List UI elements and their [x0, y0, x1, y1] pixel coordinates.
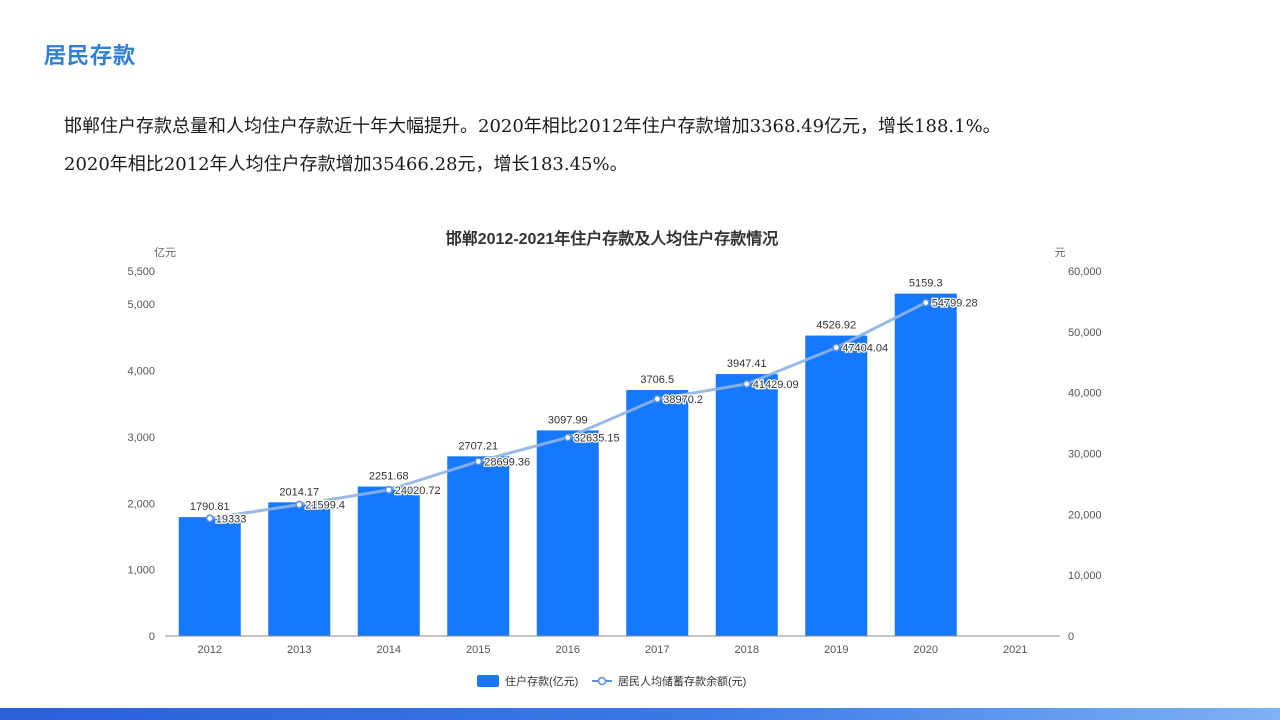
line-label-2013: 21599.4	[305, 500, 345, 512]
bar-label-2015: 2707.21	[458, 440, 498, 452]
legend-swatch-point	[597, 676, 607, 686]
y-left-tick-0: 0	[149, 631, 155, 643]
legend-label-bar: 住户存款(亿元)	[505, 674, 578, 688]
bar-label-2019: 4526.92	[816, 320, 856, 332]
point-2013	[295, 500, 304, 509]
line-label-2017: 38970.2	[663, 394, 703, 406]
line-label-2020: 54799.28	[932, 298, 978, 310]
bar-label-2020: 5159.3	[909, 278, 943, 290]
line-label-2016: 32635.15	[574, 432, 620, 444]
section-title: 居民存款	[44, 43, 137, 69]
summary-paragraph-1: 邯郸住户存款总量和人均住户存款近十年大幅提升。2020年相比2012年住户存款增…	[64, 116, 1001, 137]
x-tick-label-2015: 2015	[466, 644, 490, 656]
bar-2012	[178, 517, 241, 636]
y-right-tick-10000: 10,000	[1068, 570, 1102, 582]
bar-label-2012: 1790.81	[190, 501, 230, 513]
y-left-tick-4000: 4,000	[127, 366, 155, 378]
point-2014	[384, 485, 393, 494]
x-tick-label-2018: 2018	[735, 644, 759, 656]
bar-label-2013: 2014.17	[279, 486, 319, 498]
combo-chart: 邯郸2012-2021年住户存款及人均住户存款情况 亿元 元 2012 2013 2…	[127, 229, 1102, 688]
bar-2013	[268, 502, 331, 636]
bar-2018	[715, 374, 778, 636]
x-tick-label-2021: 2021	[1003, 644, 1027, 656]
bar-2014	[357, 486, 420, 636]
x-tick-label-2012: 2012	[198, 644, 222, 656]
x-tick-label-2016: 2016	[556, 644, 580, 656]
y-right-tick-60000: 60,000	[1068, 266, 1102, 278]
y-left-tick-5500: 5,500	[127, 266, 155, 278]
x-tick-label-2019: 2019	[824, 644, 848, 656]
x-tick-label-2020: 2020	[914, 644, 938, 656]
point-2016	[563, 433, 572, 442]
line-label-2012: 19333	[216, 513, 247, 525]
x-tick-label-2013: 2013	[287, 644, 311, 656]
bar-2020	[894, 293, 957, 636]
y-left-tick-3000: 3,000	[127, 432, 155, 444]
point-2015	[474, 457, 483, 466]
bar-2019	[805, 335, 868, 636]
bar-label-2014: 2251.68	[369, 471, 409, 483]
line-label-2015: 28699.36	[484, 456, 530, 468]
bar-label-2017: 3706.5	[640, 374, 674, 386]
bar-2016	[536, 430, 599, 636]
line-label-2018: 41429.09	[753, 379, 799, 391]
point-2019	[832, 343, 841, 352]
point-2018	[742, 379, 751, 388]
y-left-tick-2000: 2,000	[127, 498, 155, 510]
point-2020	[921, 298, 930, 307]
right-axis-unit: 元	[1055, 247, 1066, 259]
bar-2017	[626, 390, 689, 636]
y-right-tick-20000: 20,000	[1068, 509, 1102, 521]
chart-title: 邯郸2012-2021年住户存款及人均住户存款情况	[446, 229, 779, 248]
line-label-2014: 24020.72	[395, 485, 441, 497]
y-right-tick-0: 0	[1068, 631, 1074, 643]
y-right-tick-50000: 50,000	[1068, 327, 1102, 339]
y-left-tick-5000: 5,000	[127, 299, 155, 311]
bar-2015	[447, 456, 510, 636]
bottom-accent-bar	[0, 708, 1280, 720]
left-axis-unit: 亿元	[154, 246, 176, 259]
point-2017	[653, 394, 662, 403]
x-tick-label-2014: 2014	[377, 644, 401, 656]
y-right-tick-30000: 30,000	[1068, 449, 1102, 461]
line-label-2019: 47404.04	[842, 343, 888, 355]
y-right-tick-40000: 40,000	[1068, 388, 1102, 400]
summary-paragraph-2: 2020年相比2012年人均住户存款增加35466.28元，增长183.45%。	[64, 154, 628, 175]
bar-label-2016: 3097.99	[548, 414, 588, 426]
y-left-tick-1000: 1,000	[127, 565, 155, 577]
point-2012	[205, 514, 214, 523]
x-tick-label-2017: 2017	[645, 644, 669, 656]
legend-label-line: 居民人均储蓄存款余额(元)	[618, 674, 746, 688]
bar-label-2018: 3947.41	[727, 358, 767, 370]
legend-swatch-bar	[477, 675, 499, 687]
